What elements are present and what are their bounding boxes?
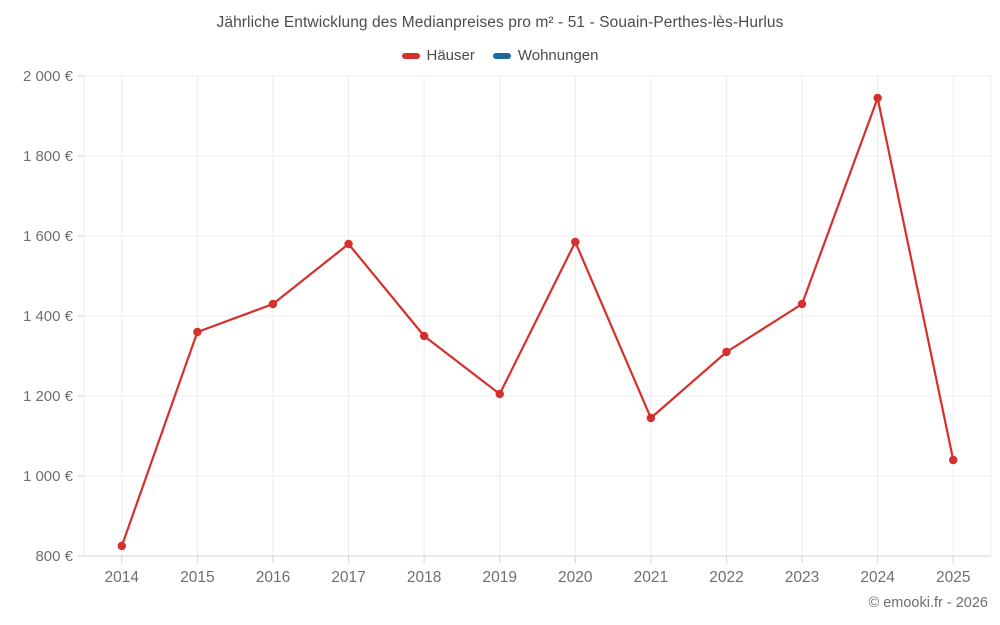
x-tick-label: 2016 xyxy=(256,569,290,586)
legend-swatch-wohnungen xyxy=(492,52,511,59)
x-tick-label: 2014 xyxy=(105,569,140,586)
legend-label-hauser: Häuser xyxy=(426,47,475,64)
legend-item-hauser: Häuser xyxy=(401,47,475,64)
data-point xyxy=(193,327,202,337)
data-point xyxy=(797,299,807,309)
x-tick-label: 2024 xyxy=(860,569,895,586)
chart-legend: Häuser Wohnungen xyxy=(0,47,1000,64)
x-tick-label: 2022 xyxy=(709,569,743,586)
data-point xyxy=(344,239,353,249)
x-tick-label: 2015 xyxy=(180,569,214,586)
x-tick-label: 2017 xyxy=(331,569,365,586)
data-point xyxy=(117,541,126,551)
y-tick-label: 800 € xyxy=(35,548,73,565)
data-point xyxy=(419,331,429,341)
y-tick-label: 1 600 € xyxy=(23,228,74,245)
data-point xyxy=(873,93,882,103)
x-tick-label: 2018 xyxy=(407,569,441,586)
x-tick-label: 2023 xyxy=(785,569,819,586)
copyright-text: © emooki.fr - 2026 xyxy=(868,595,988,611)
chart-title: Jährliche Entwicklung des Medianpreises … xyxy=(216,14,784,31)
data-point xyxy=(495,389,504,399)
data-point xyxy=(722,347,731,357)
y-tick-label: 1 200 € xyxy=(23,388,74,405)
x-tick-label: 2019 xyxy=(482,569,516,586)
legend-swatch-hauser xyxy=(401,52,420,59)
x-tick-label: 2020 xyxy=(558,569,593,586)
y-tick-label: 1 800 € xyxy=(23,148,74,165)
data-point xyxy=(268,299,278,309)
y-tick-label: 1 000 € xyxy=(23,468,74,485)
data-point xyxy=(949,455,958,465)
data-point xyxy=(571,237,580,247)
y-tick-label: 2 000 € xyxy=(23,68,74,85)
y-tick-label: 1 400 € xyxy=(23,308,74,325)
legend-item-wohnungen: Wohnungen xyxy=(492,47,599,64)
x-tick-label: 2025 xyxy=(936,569,970,586)
data-point xyxy=(646,413,656,423)
series-line-häuser xyxy=(120,96,955,548)
legend-label-wohnungen: Wohnungen xyxy=(517,47,599,64)
x-tick-label: 2021 xyxy=(634,569,668,586)
